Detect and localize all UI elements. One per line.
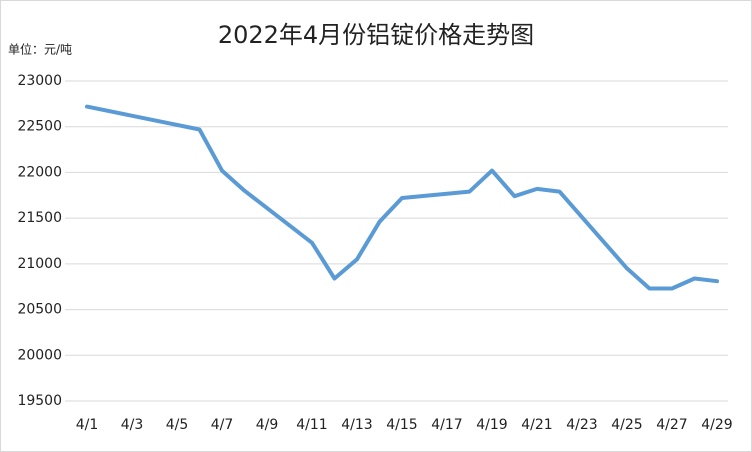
x-tick-label: 4/7 bbox=[211, 417, 234, 433]
y-tick-label: 22000 bbox=[17, 164, 62, 180]
x-tick-label: 4/5 bbox=[166, 417, 189, 433]
x-tick-label: 4/15 bbox=[386, 417, 417, 433]
x-tick-label: 4/13 bbox=[341, 417, 372, 433]
x-tick-label: 4/3 bbox=[121, 417, 144, 433]
y-tick-label: 19500 bbox=[17, 393, 62, 409]
x-tick-label: 4/27 bbox=[656, 417, 687, 433]
y-tick-label: 20500 bbox=[17, 302, 62, 318]
unit-label: 单位：元/吨 bbox=[8, 42, 72, 57]
series-line bbox=[85, 104, 719, 291]
x-tick-label: 4/19 bbox=[476, 417, 507, 433]
x-tick-label: 4/29 bbox=[701, 417, 732, 433]
x-tick-label: 4/21 bbox=[521, 417, 552, 433]
y-tick-label: 22500 bbox=[17, 119, 62, 135]
y-tick-label: 20000 bbox=[17, 347, 62, 363]
x-tick-label: 4/23 bbox=[566, 417, 597, 433]
x-tick-label: 4/1 bbox=[76, 417, 99, 433]
y-tick-label: 23000 bbox=[17, 73, 62, 89]
y-tick-label: 21000 bbox=[17, 256, 62, 272]
x-tick-label: 4/11 bbox=[296, 417, 327, 433]
x-tick-label: 4/17 bbox=[431, 417, 462, 433]
x-tick-label: 4/25 bbox=[611, 417, 642, 433]
x-tick-label: 4/9 bbox=[256, 417, 279, 433]
chart-title: 2022年4月份铝锭价格走势图 bbox=[218, 21, 534, 49]
y-tick-label: 21500 bbox=[17, 210, 62, 226]
